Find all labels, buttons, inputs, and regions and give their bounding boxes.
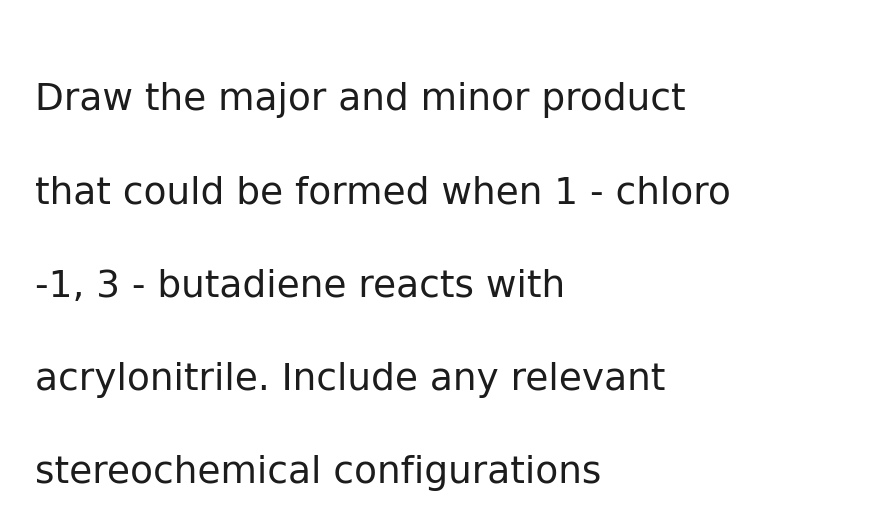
Text: Draw the major and minor product: Draw the major and minor product	[35, 82, 685, 119]
Text: stereochemical configurations: stereochemical configurations	[35, 455, 601, 491]
Text: that could be formed when 1 - chloro: that could be formed when 1 - chloro	[35, 176, 731, 212]
Text: acrylonitrile. Include any relevant: acrylonitrile. Include any relevant	[35, 362, 665, 398]
Text: -1, 3 - butadiene reacts with: -1, 3 - butadiene reacts with	[35, 269, 565, 305]
